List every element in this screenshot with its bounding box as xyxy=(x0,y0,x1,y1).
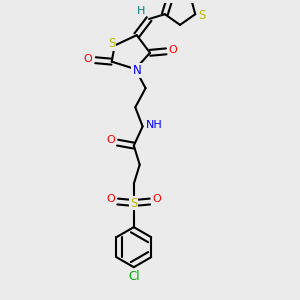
Text: S: S xyxy=(130,196,137,209)
Text: O: O xyxy=(107,135,116,145)
Text: O: O xyxy=(169,45,177,55)
Text: Cl: Cl xyxy=(128,270,140,283)
Text: N: N xyxy=(132,64,141,77)
Text: H: H xyxy=(137,6,145,16)
Text: S: S xyxy=(198,9,206,22)
Text: NH: NH xyxy=(146,120,162,130)
Text: O: O xyxy=(84,54,92,64)
Text: O: O xyxy=(107,194,116,204)
Text: S: S xyxy=(108,38,116,50)
Text: O: O xyxy=(152,194,161,204)
